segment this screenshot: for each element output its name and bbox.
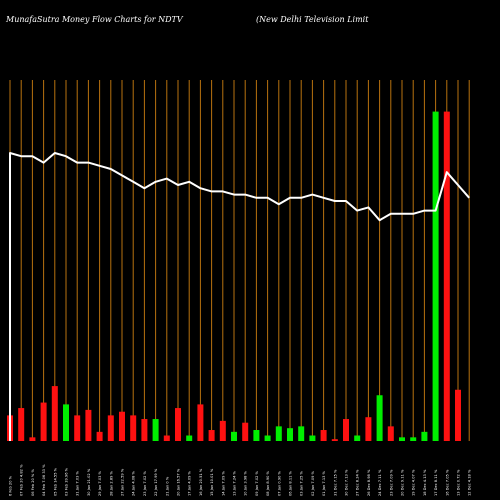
money-flow-bar xyxy=(354,435,361,441)
money-flow-bar xyxy=(331,439,338,441)
money-flow-bar xyxy=(399,437,405,441)
chart-title: MunafaSutra Money Flow Charts for NDTV xyxy=(5,15,184,24)
money-flow-bar xyxy=(141,419,148,441)
money-flow-bar xyxy=(130,415,137,441)
money-flow-bar xyxy=(432,111,439,441)
money-flow-bar xyxy=(275,426,282,441)
x-tick-label: 30 Dec 7.13 % xyxy=(345,469,349,496)
x-tick-label: 04 Feb 7.06 33 % xyxy=(42,464,46,496)
money-flow-bar xyxy=(242,422,249,441)
money-flow-bar xyxy=(264,435,271,441)
x-tick-label: 21 Jan 0 % xyxy=(165,476,169,496)
money-flow-bar xyxy=(365,417,372,441)
x-tick-label: 20 Dec 9.11 % xyxy=(401,469,405,496)
x-tick-label: 30 Jan 21.02 % xyxy=(87,468,91,496)
money-flow-bar xyxy=(455,389,461,441)
x-tick-label: 16 Dec 7.05 % xyxy=(445,469,449,496)
x-tick-label: 27 Dec 8.24 % xyxy=(356,469,360,496)
x-tick-label: 16 Jan 20.51 % xyxy=(199,468,203,496)
money-flow-bar xyxy=(410,437,417,441)
money-flow-bar xyxy=(443,111,450,441)
x-tick-label: 31 Dec 7.15 % xyxy=(333,469,337,496)
x-tick-label: 02 Jan 7.09 % xyxy=(311,470,315,496)
money-flow-bar xyxy=(421,431,428,441)
x-tick-label: 23 Jan 7.02 % xyxy=(143,470,147,496)
x-tick-label: 01 Jan 7.13 % xyxy=(322,470,326,496)
money-flow-bar xyxy=(287,428,293,441)
money-flow-bar xyxy=(119,411,125,441)
x-tick-label: 29 Jan 7.03 % xyxy=(98,470,102,496)
x-tick-label: 06 Jan 8.11 % xyxy=(289,470,293,496)
money-flow-bar xyxy=(309,435,316,441)
x-tick-label: 19 Dec 4.07 % xyxy=(412,469,416,496)
money-flow-bar xyxy=(74,415,81,441)
x-tick-label: 13 Jan 7.24 % xyxy=(233,470,237,496)
money-flow-bar xyxy=(63,404,69,441)
money-flow-bar xyxy=(107,415,114,441)
money-flow-bar xyxy=(40,402,47,441)
money-flow-bars xyxy=(7,111,461,441)
x-tick-label: 03 Feb 39.96 % xyxy=(65,467,69,496)
x-tick-label: 31 Jan 7.03 % xyxy=(76,470,80,496)
x-tick-label: 14 Jan 7.09 % xyxy=(221,470,225,496)
money-flow-bar xyxy=(298,426,305,441)
x-tick-label: 26 Dec 8.98 % xyxy=(367,469,371,496)
chart-subtitle: (New Delhi Television Limit xyxy=(256,15,369,24)
x-tick-label: 20 Jan 16.57 % xyxy=(177,468,181,496)
money-flow-bar xyxy=(231,431,237,441)
x-tick-label: 05 Feb 14.55 % xyxy=(53,467,57,496)
money-flow-bar xyxy=(85,409,92,441)
money-flow-bar xyxy=(29,437,36,441)
x-tick-label: 27 Jan 22.59 % xyxy=(121,468,125,496)
x-tick-label: 09 Jan 7.02 % xyxy=(255,470,259,496)
money-flow-bar xyxy=(163,435,170,441)
money-flow-bar xyxy=(376,395,383,441)
money-flow-bar xyxy=(219,420,226,441)
money-flow-bar xyxy=(96,431,103,441)
money-flow-bar xyxy=(51,386,58,441)
x-tick-label: 07 Feb 20 4.82 % xyxy=(20,464,24,496)
x-axis-tick-labels: 6 Feb 20 % 07 Feb 20 4.82 % 06 Feb 20 % % 0… xyxy=(9,464,472,496)
x-tick-label: 13 Dec 0.72 % xyxy=(457,469,461,496)
vertical-gridlines xyxy=(9,80,470,441)
price-line xyxy=(9,152,470,441)
x-tick-label: 24 Jan 4.08 % xyxy=(132,470,136,496)
x-tick-label: 03 Jan 7.25 % xyxy=(300,470,304,496)
x-tick-label: 17 Dec 8.11 % xyxy=(434,469,438,496)
money-flow-bar xyxy=(343,419,349,441)
x-tick-label: 15 Jan 10.01 % xyxy=(210,468,214,496)
x-tick-label: 18 Dec 4.13 % xyxy=(423,469,427,496)
money-flow-bar xyxy=(208,430,215,441)
x-tick-label: 06 Feb 20 % % xyxy=(31,469,35,496)
x-tick-label: 17 Jan 4.09 % xyxy=(188,470,192,496)
x-tick-label: 12 Dec 4.18 % xyxy=(468,469,472,496)
money-flow-bar xyxy=(387,426,394,441)
x-tick-label: 07 Jan 0.90 % xyxy=(277,470,281,496)
money-flow-bar xyxy=(18,408,25,441)
x-tick-label: 28 Jan 2.89 % xyxy=(109,470,113,496)
x-tick-label: 6 Feb 20 % xyxy=(9,475,13,496)
x-tick-label: 10 Jan 3.98 % xyxy=(244,470,248,496)
money-flow-bar xyxy=(253,430,260,441)
money-flow-bar xyxy=(152,419,159,441)
money-flow-bar xyxy=(197,404,204,441)
money-flow-bar xyxy=(320,430,327,441)
money-flow-bar xyxy=(175,408,181,441)
money-flow-bar xyxy=(186,435,193,441)
x-tick-label: 22 Jan 17.99 % xyxy=(154,468,158,496)
x-tick-label: 24 Dec 7.11 % xyxy=(378,469,382,496)
x-tick-label: 23 Dec 7.09 % xyxy=(389,469,393,496)
x-tick-label: 08 Jan 8.90 % xyxy=(266,470,270,496)
